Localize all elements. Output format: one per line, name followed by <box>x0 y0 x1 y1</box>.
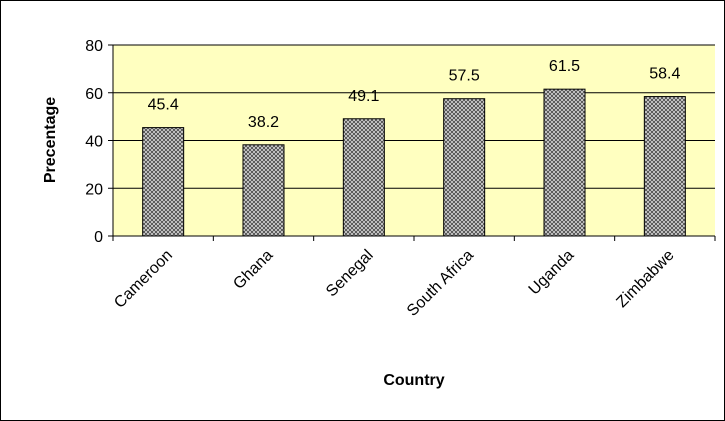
data-label: 57.5 <box>449 68 480 85</box>
bar-zimbabwe <box>643 96 686 237</box>
y-tick-label: 80 <box>85 38 103 55</box>
x-axis-title: Country <box>383 372 444 389</box>
y-tick-label: 40 <box>85 134 103 151</box>
bar-south-africa <box>443 98 486 237</box>
data-label: 49.1 <box>348 88 379 105</box>
axes <box>108 44 716 241</box>
data-label: 38.2 <box>248 114 279 131</box>
data-label: 58.4 <box>649 66 680 83</box>
bar-ghana <box>242 144 285 237</box>
bars <box>142 88 686 237</box>
y-tick-labels: 0 20 40 60 80 <box>85 38 103 246</box>
bar-cameroon <box>142 127 185 237</box>
bar-uganda <box>543 88 586 237</box>
data-label: 61.5 <box>549 58 580 75</box>
y-axis-title: Precentage <box>42 97 59 183</box>
bar-senegal <box>342 118 385 237</box>
gridlines <box>113 44 715 189</box>
data-labels: 45.4 38.2 49.1 57.5 61.5 58.4 <box>148 58 681 131</box>
y-tick-label: 0 <box>94 229 103 246</box>
data-label: 45.4 <box>148 97 179 114</box>
y-tick-label: 60 <box>85 86 103 103</box>
y-tick-label: 20 <box>85 181 103 198</box>
